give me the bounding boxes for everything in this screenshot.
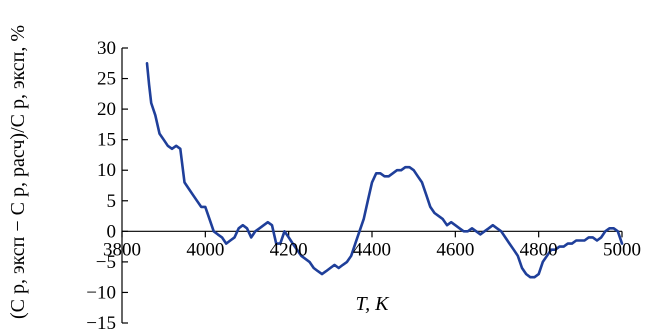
- y-tick-label: 0: [107, 221, 117, 242]
- y-tick-label: 15: [97, 130, 116, 151]
- x-tick-label: 4000: [186, 239, 224, 260]
- y-tick-label: 25: [97, 69, 116, 90]
- y-tick-label: −10: [86, 282, 116, 303]
- series-line: [145, 62, 624, 279]
- y-tick-label: 20: [97, 99, 116, 120]
- x-tick-label: 5000: [603, 239, 641, 260]
- y-axis-title: (C p, эксп − C p, расч)/C p, эксп, %: [7, 25, 29, 319]
- x-axis-title: T, K: [356, 293, 391, 315]
- y-tick-label: 30: [97, 38, 116, 59]
- y-axis-ticks: [122, 47, 128, 324]
- x-tick-label: 3800: [103, 239, 141, 260]
- y-tick-label: −5: [96, 252, 116, 273]
- y-tick-labels: 30 25 20 15 10 5 0 −5 −10 −15: [86, 38, 116, 333]
- x-tick-label: 4200: [270, 239, 308, 260]
- x-tick-label: 4800: [520, 239, 558, 260]
- x-tick-label: 4600: [436, 239, 474, 260]
- x-tick-labels: 3800 4000 4200 4400 4600 4800 5000: [103, 239, 641, 260]
- y-tick-label: −15: [86, 313, 116, 333]
- y-tick-label: 5: [107, 191, 117, 212]
- y-tick-label: 10: [97, 160, 116, 181]
- x-tick-label: 4400: [353, 239, 391, 260]
- x-axis-ticks: [121, 231, 623, 238]
